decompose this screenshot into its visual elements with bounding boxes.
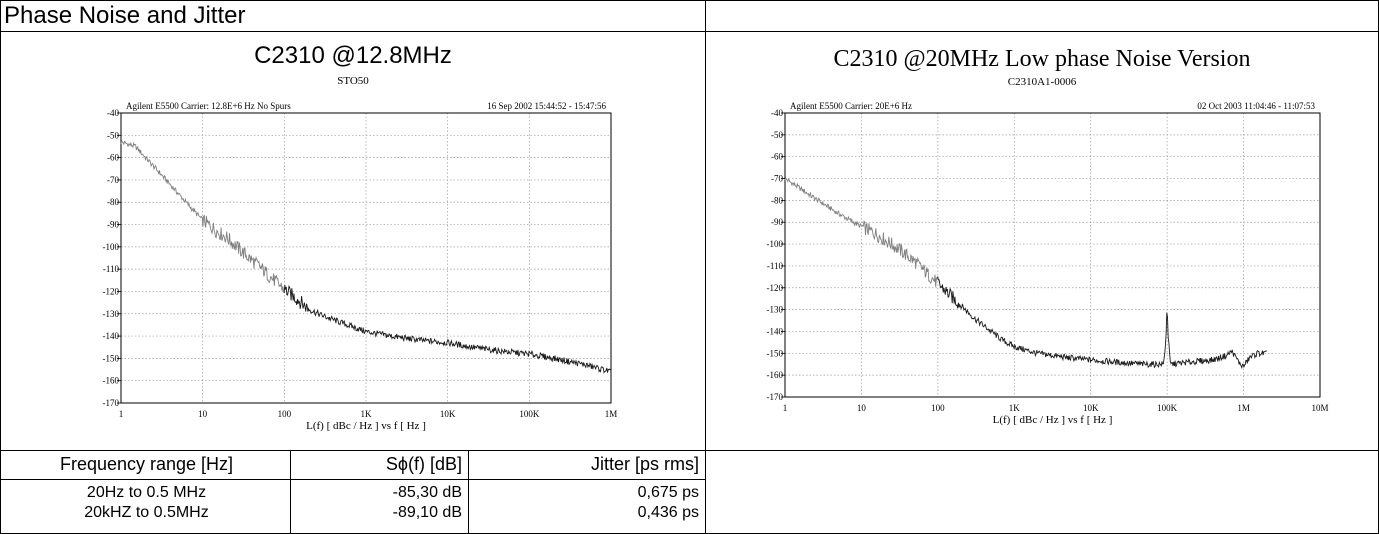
noise-trace-low bbox=[784, 176, 939, 287]
table-cell: 0,436 ps bbox=[637, 504, 699, 521]
y-tick-label: -140 bbox=[103, 331, 120, 341]
y-tick-label: -170 bbox=[103, 398, 120, 408]
plot-frame bbox=[784, 112, 1321, 398]
phase-noise-chart-left: Agilent E5500 Carrier: 12.8E+6 Hz No Spu… bbox=[103, 101, 618, 432]
x-tick-label: 100K bbox=[519, 409, 540, 419]
x-tick-label: 10 bbox=[857, 403, 867, 413]
y-tick-label: -70 bbox=[771, 174, 783, 184]
y-tick-label: -60 bbox=[771, 152, 783, 162]
chart-header-left: Agilent E5500 Carrier: 12.8E+6 Hz No Spu… bbox=[126, 101, 291, 111]
y-tick-label: -120 bbox=[103, 286, 120, 296]
table-cell: 0,675 ps bbox=[637, 484, 699, 501]
x-tick-label: 1K bbox=[361, 409, 373, 419]
table-cell: -85,30 dB bbox=[392, 484, 462, 501]
x-tick-label: 1 bbox=[119, 409, 124, 419]
noise-trace-low bbox=[120, 139, 285, 294]
table-cell: 20Hz to 0.5 MHz bbox=[86, 484, 207, 501]
y-tick-label: -160 bbox=[103, 376, 120, 386]
y-tick-label: -110 bbox=[103, 264, 120, 274]
x-tick-label: 10 bbox=[198, 409, 208, 419]
y-tick-label: -110 bbox=[767, 261, 784, 271]
empty-table-area bbox=[705, 450, 1379, 534]
y-tick-label: -90 bbox=[771, 217, 783, 227]
y-tick-label: -150 bbox=[767, 348, 784, 358]
y-tick-label: -130 bbox=[767, 305, 784, 315]
chart-header-right: 02 Oct 2003 11:04:46 - 11:07:53 bbox=[1197, 101, 1315, 111]
table-header-label: Sϕ(f) [dB] bbox=[385, 454, 462, 474]
phase-noise-chart-right: Agilent E5500 Carrier: 20E+6 Hz 02 Oct 20… bbox=[767, 101, 1329, 426]
plot-frame bbox=[120, 112, 612, 404]
chart-header-left: Agilent E5500 Carrier: 20E+6 Hz bbox=[790, 101, 912, 111]
y-tick-label: -160 bbox=[767, 370, 784, 380]
y-tick-label: -80 bbox=[771, 195, 783, 205]
y-tick-label: -40 bbox=[107, 108, 119, 118]
x-tick-label: 1M bbox=[605, 409, 618, 419]
table-header-jitter: Jitter [ps rms] bbox=[468, 450, 706, 480]
x-tick-label: 10K bbox=[1083, 403, 1099, 413]
table-body-jitter: 0,675 ps 0,436 ps bbox=[468, 479, 706, 534]
empty-header-cell bbox=[705, 0, 1379, 32]
y-tick-label: -50 bbox=[107, 130, 119, 140]
chart-cell-right: C2310 @20MHz Low phase Noise Version C23… bbox=[705, 31, 1379, 451]
table-header-label: Jitter [ps rms] bbox=[590, 454, 699, 474]
y-tick-label: -100 bbox=[103, 242, 120, 252]
x-tick-label: 1 bbox=[783, 403, 788, 413]
table-body-sphi: -85,30 dB -89,10 dB bbox=[290, 479, 469, 534]
x-axis-label: L(f) [ dBc / Hz ] vs f [ Hz ] bbox=[993, 414, 1113, 426]
x-tick-label: 10M bbox=[1311, 403, 1328, 413]
chart-title: C2310 @20MHz Low phase Noise Version bbox=[833, 46, 1251, 72]
y-tick-label: -140 bbox=[767, 326, 784, 336]
noise-trace-high bbox=[937, 276, 1267, 370]
section-title-cell: Phase Noise and Jitter bbox=[0, 0, 706, 32]
y-tick-label: -100 bbox=[767, 239, 784, 249]
y-tick-label: -40 bbox=[771, 108, 783, 118]
y-tick-label: -60 bbox=[107, 153, 119, 163]
y-tick-label: -90 bbox=[107, 220, 119, 230]
chart-title: C2310 @12.8MHz bbox=[254, 42, 452, 69]
noise-trace-high bbox=[283, 284, 612, 374]
x-tick-label: 1M bbox=[1237, 403, 1250, 413]
y-tick-label: -80 bbox=[107, 197, 119, 207]
y-tick-label: -50 bbox=[771, 130, 783, 140]
x-tick-label: 1K bbox=[1009, 403, 1021, 413]
table-header-label: Frequency range [Hz] bbox=[59, 454, 234, 474]
section-title: Phase Noise and Jitter bbox=[4, 2, 246, 29]
table-header-frequency: Frequency range [Hz] bbox=[0, 450, 291, 480]
chart-subtitle: STO50 bbox=[337, 75, 369, 87]
table-cell: 20kHZ to 0.5MHz bbox=[84, 504, 209, 521]
x-tick-label: 100K bbox=[1157, 403, 1178, 413]
y-tick-label: -130 bbox=[103, 309, 120, 319]
y-tick-label: -70 bbox=[107, 175, 119, 185]
y-tick-label: -150 bbox=[103, 353, 120, 363]
table-header-sphi: Sϕ(f) [dB] bbox=[290, 450, 469, 480]
chart-header-right: 16 Sep 2002 15:44:52 - 15:47:56 bbox=[487, 101, 606, 111]
x-tick-label: 100 bbox=[931, 403, 945, 413]
table-body-frequency: 20Hz to 0.5 MHz 20kHZ to 0.5MHz bbox=[0, 479, 291, 534]
chart-subtitle: C2310A1-0006 bbox=[1007, 76, 1077, 88]
y-tick-label: -120 bbox=[767, 283, 784, 293]
x-axis-label: L(f) [ dBc / Hz ] vs f [ Hz ] bbox=[306, 420, 426, 432]
x-tick-label: 100 bbox=[278, 409, 292, 419]
y-tick-label: -170 bbox=[767, 392, 784, 402]
table-cell: -89,10 dB bbox=[392, 504, 462, 521]
x-tick-label: 10K bbox=[440, 409, 456, 419]
chart-cell-left: C2310 @12.8MHz STO50 Agilent E5500 Carri… bbox=[0, 31, 706, 451]
